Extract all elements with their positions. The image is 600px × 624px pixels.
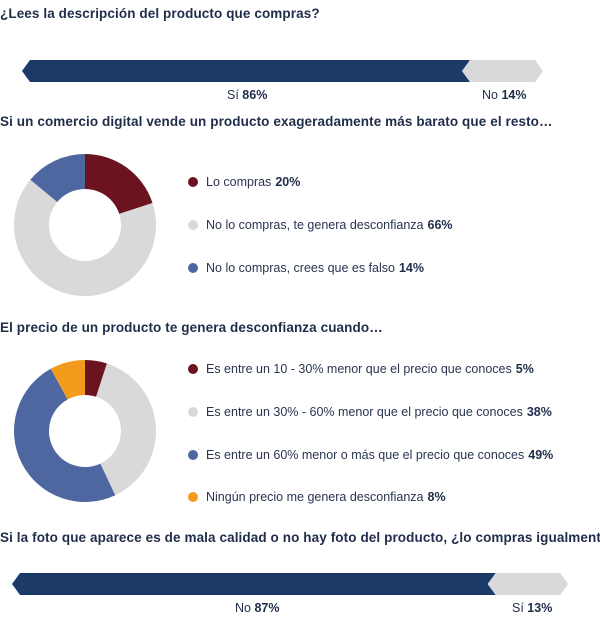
bar-segment-no <box>12 573 496 595</box>
legend-dot <box>188 177 198 187</box>
chart-title-precio: El precio de un producto te genera desco… <box>0 320 383 335</box>
legend-item-falso: No lo compras, crees que es falso 14% <box>188 261 424 275</box>
bar-chart-foto <box>12 573 568 595</box>
legend-dot <box>188 364 198 374</box>
bar-label-no: No 14% <box>482 88 527 102</box>
chart-title-foto: Si la foto que aparece es de mala calida… <box>0 530 600 545</box>
donut-slice <box>50 360 85 400</box>
legend-item-ninguno: Ningún precio me genera desconfianza 8% <box>188 490 446 504</box>
bar-label-si: Sí 86% <box>227 88 268 102</box>
legend-dot <box>188 407 198 417</box>
legend-dot <box>188 263 198 273</box>
donut-slice <box>85 154 153 214</box>
legend-item-30-60: Es entre un 30% - 60% menor que el preci… <box>188 405 552 419</box>
bar-segment-no <box>462 60 543 82</box>
legend-item-10-30: Es entre un 10 - 30% menor que el precio… <box>188 362 534 376</box>
donut-slice <box>30 154 85 203</box>
donut-slice <box>85 360 107 397</box>
chart-title-descripcion: ¿Lees la descripción del producto que co… <box>0 6 320 21</box>
donut-slice <box>14 368 116 502</box>
donut-chart-barato <box>13 154 156 296</box>
bar-segment-s- <box>22 60 471 82</box>
donut-slice <box>13 179 156 296</box>
legend-item-60-mas: Es entre un 60% menor o más que el preci… <box>188 448 553 462</box>
chart-title-barato: Si un comercio digital vende un producto… <box>0 114 553 129</box>
legend-item-desconfianza: No lo compras, te genera desconfianza 66% <box>188 218 453 232</box>
legend-dot <box>188 220 198 230</box>
bar-segment-s- <box>487 573 568 595</box>
legend-item-lo-compras: Lo compras 20% <box>188 175 300 189</box>
bar-label-no: No 87% <box>235 601 280 615</box>
legend-dot <box>188 450 198 460</box>
donut-chart-precio <box>14 360 156 502</box>
donut-slice <box>96 363 156 496</box>
bar-label-si: Sí 13% <box>512 601 553 615</box>
bar-chart-descripcion <box>22 60 543 82</box>
legend-dot <box>188 492 198 502</box>
